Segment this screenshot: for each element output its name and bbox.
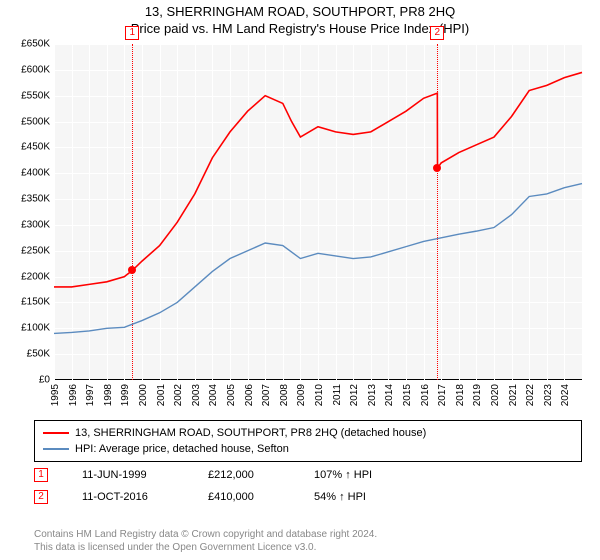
x-tick-label: 2017 <box>437 384 448 406</box>
x-tick-label: 1996 <box>68 384 79 406</box>
event-date: 11-JUN-1999 <box>82 469 182 481</box>
x-tick-label: 2005 <box>226 384 237 406</box>
y-tick-label: £550K <box>4 90 50 101</box>
y-tick-label: £300K <box>4 219 50 230</box>
y-tick-label: £650K <box>4 39 50 50</box>
x-tick-label: 2018 <box>455 384 466 406</box>
x-tick-label: 2024 <box>560 384 571 406</box>
footer-line: Contains HM Land Registry data © Crown c… <box>34 529 377 542</box>
y-tick-label: £350K <box>4 194 50 205</box>
x-tick-label: 1995 <box>50 384 61 406</box>
x-tick-label: 2015 <box>402 384 413 406</box>
x-tick-label: 2006 <box>244 384 255 406</box>
chart-subtitle: Price paid vs. HM Land Registry's House … <box>0 21 600 36</box>
x-tick-label: 2008 <box>279 384 290 406</box>
legend-swatch <box>43 448 69 450</box>
event-table: 1 11-JUN-1999 £212,000 107% ↑ HPI 2 11-O… <box>34 464 424 508</box>
footer-line: This data is licensed under the Open Gov… <box>34 542 377 555</box>
legend-item: 13, SHERRINGHAM ROAD, SOUTHPORT, PR8 2HQ… <box>43 425 573 441</box>
x-tick-label: 2016 <box>420 384 431 406</box>
x-tick-label: 2012 <box>349 384 360 406</box>
series-line <box>54 184 582 334</box>
event-price: £410,000 <box>208 491 288 503</box>
x-tick-label: 1997 <box>85 384 96 406</box>
event-marker-icon: 1 <box>34 468 48 482</box>
y-tick-label: £100K <box>4 323 50 334</box>
chart-area: 12 £0£50K£100K£150K£200K£250K£300K£350K£… <box>54 44 582 380</box>
x-tick-label: 2004 <box>208 384 219 406</box>
x-tick-label: 2023 <box>543 384 554 406</box>
chart-title: 13, SHERRINGHAM ROAD, SOUTHPORT, PR8 2HQ <box>0 4 600 19</box>
event-marker-icon: 2 <box>34 490 48 504</box>
x-tick-label: 2001 <box>156 384 167 406</box>
x-tick-label: 2009 <box>296 384 307 406</box>
event-dot <box>433 164 441 172</box>
event-marker-box: 1 <box>125 26 139 40</box>
legend-label: HPI: Average price, detached house, Seft… <box>75 443 289 455</box>
y-tick-label: £150K <box>4 297 50 308</box>
legend-label: 13, SHERRINGHAM ROAD, SOUTHPORT, PR8 2HQ… <box>75 427 426 439</box>
x-tick-label: 1998 <box>103 384 114 406</box>
x-tick-label: 2014 <box>384 384 395 406</box>
x-tick-label: 2019 <box>472 384 483 406</box>
series-line <box>54 72 582 287</box>
legend-swatch <box>43 432 69 434</box>
event-date: 11-OCT-2016 <box>82 491 182 503</box>
x-tick-label: 2013 <box>367 384 378 406</box>
x-tick-label: 2021 <box>508 384 519 406</box>
x-tick-label: 2000 <box>138 384 149 406</box>
line-series <box>54 44 582 380</box>
x-tick-label: 2022 <box>525 384 536 406</box>
footer-attribution: Contains HM Land Registry data © Crown c… <box>34 529 377 554</box>
x-tick-label: 2020 <box>490 384 501 406</box>
x-tick-label: 2003 <box>191 384 202 406</box>
event-row: 1 11-JUN-1999 £212,000 107% ↑ HPI <box>34 464 424 486</box>
y-tick-label: £50K <box>4 349 50 360</box>
legend-item: HPI: Average price, detached house, Seft… <box>43 441 573 457</box>
event-marker-box: 2 <box>430 26 444 40</box>
legend: 13, SHERRINGHAM ROAD, SOUTHPORT, PR8 2HQ… <box>34 420 582 462</box>
x-tick-label: 1999 <box>120 384 131 406</box>
y-tick-label: £200K <box>4 271 50 282</box>
x-tick-label: 2002 <box>173 384 184 406</box>
event-pct: 54% ↑ HPI <box>314 491 424 503</box>
y-tick-label: £600K <box>4 64 50 75</box>
y-tick-label: £450K <box>4 142 50 153</box>
event-row: 2 11-OCT-2016 £410,000 54% ↑ HPI <box>34 486 424 508</box>
x-tick-label: 2011 <box>332 384 343 406</box>
y-tick-label: £250K <box>4 245 50 256</box>
x-tick-label: 2007 <box>261 384 272 406</box>
y-tick-label: £400K <box>4 168 50 179</box>
x-tick-label: 2010 <box>314 384 325 406</box>
event-price: £212,000 <box>208 469 288 481</box>
event-dot <box>128 266 136 274</box>
y-tick-label: £500K <box>4 116 50 127</box>
y-tick-label: £0 <box>4 375 50 386</box>
chart-container: 13, SHERRINGHAM ROAD, SOUTHPORT, PR8 2HQ… <box>0 0 600 560</box>
title-block: 13, SHERRINGHAM ROAD, SOUTHPORT, PR8 2HQ… <box>0 0 600 38</box>
event-pct: 107% ↑ HPI <box>314 469 424 481</box>
